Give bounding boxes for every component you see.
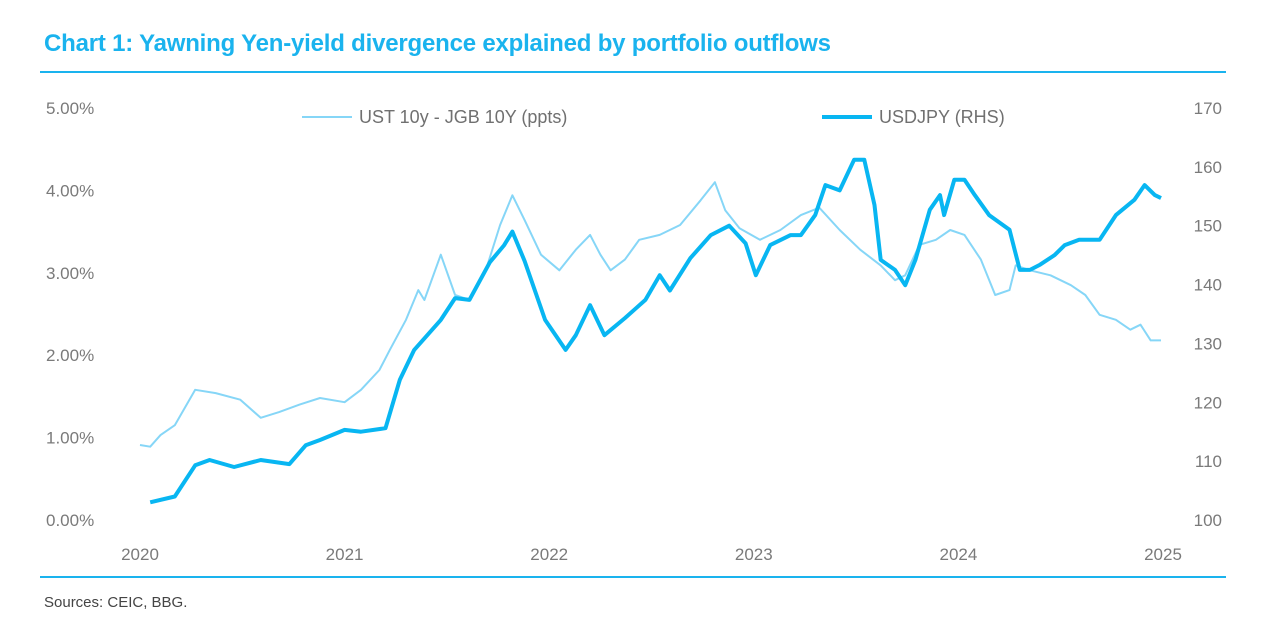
left-axis-ticks: 0.00% 1.00% 2.00% 3.00% 4.00% 5.00% <box>46 99 94 530</box>
legend-label-spread: UST 10y - JGB 10Y (ppts) <box>359 107 567 127</box>
y2-tick-label: 150 <box>1194 217 1222 236</box>
x-axis-ticks: 2020 2021 2022 2023 2024 2025 <box>121 545 1182 564</box>
chart-title: Chart 1: Yawning Yen-yield divergence ex… <box>44 30 831 57</box>
x-tick-label: 2020 <box>121 545 159 564</box>
footer-rule <box>40 576 1226 578</box>
y2-tick-label: 100 <box>1194 511 1222 530</box>
x-tick-label: 2021 <box>326 545 364 564</box>
y-tick-label: 3.00% <box>46 264 94 283</box>
y-tick-label: 1.00% <box>46 429 94 448</box>
y-tick-label: 5.00% <box>46 99 94 118</box>
right-axis-ticks: 100 110 120 130 140 150 160 170 <box>1194 99 1222 530</box>
y2-tick-label: 130 <box>1194 334 1222 353</box>
y-tick-label: 0.00% <box>46 511 94 530</box>
series-line-spread <box>139 181 1161 448</box>
legend: UST 10y - JGB 10Y (ppts) USDJPY (RHS) <box>302 107 1005 127</box>
legend-label-usdjpy: USDJPY (RHS) <box>879 107 1005 127</box>
x-tick-label: 2024 <box>939 545 977 564</box>
x-tick-label: 2022 <box>530 545 568 564</box>
y2-tick-label: 170 <box>1194 99 1222 118</box>
x-tick-label: 2023 <box>735 545 773 564</box>
y-tick-label: 4.00% <box>46 181 94 200</box>
y2-tick-label: 160 <box>1194 158 1222 177</box>
y2-tick-label: 110 <box>1195 452 1222 471</box>
y-tick-label: 2.00% <box>46 346 94 365</box>
series-line-usdjpy <box>149 157 1162 505</box>
x-tick-label: 2025 <box>1144 545 1182 564</box>
series-lines <box>139 157 1162 505</box>
y2-tick-label: 140 <box>1194 276 1222 295</box>
source-note: Sources: CEIC, BBG. <box>44 594 188 611</box>
title-underline <box>40 71 1226 73</box>
y2-tick-label: 120 <box>1194 393 1222 412</box>
